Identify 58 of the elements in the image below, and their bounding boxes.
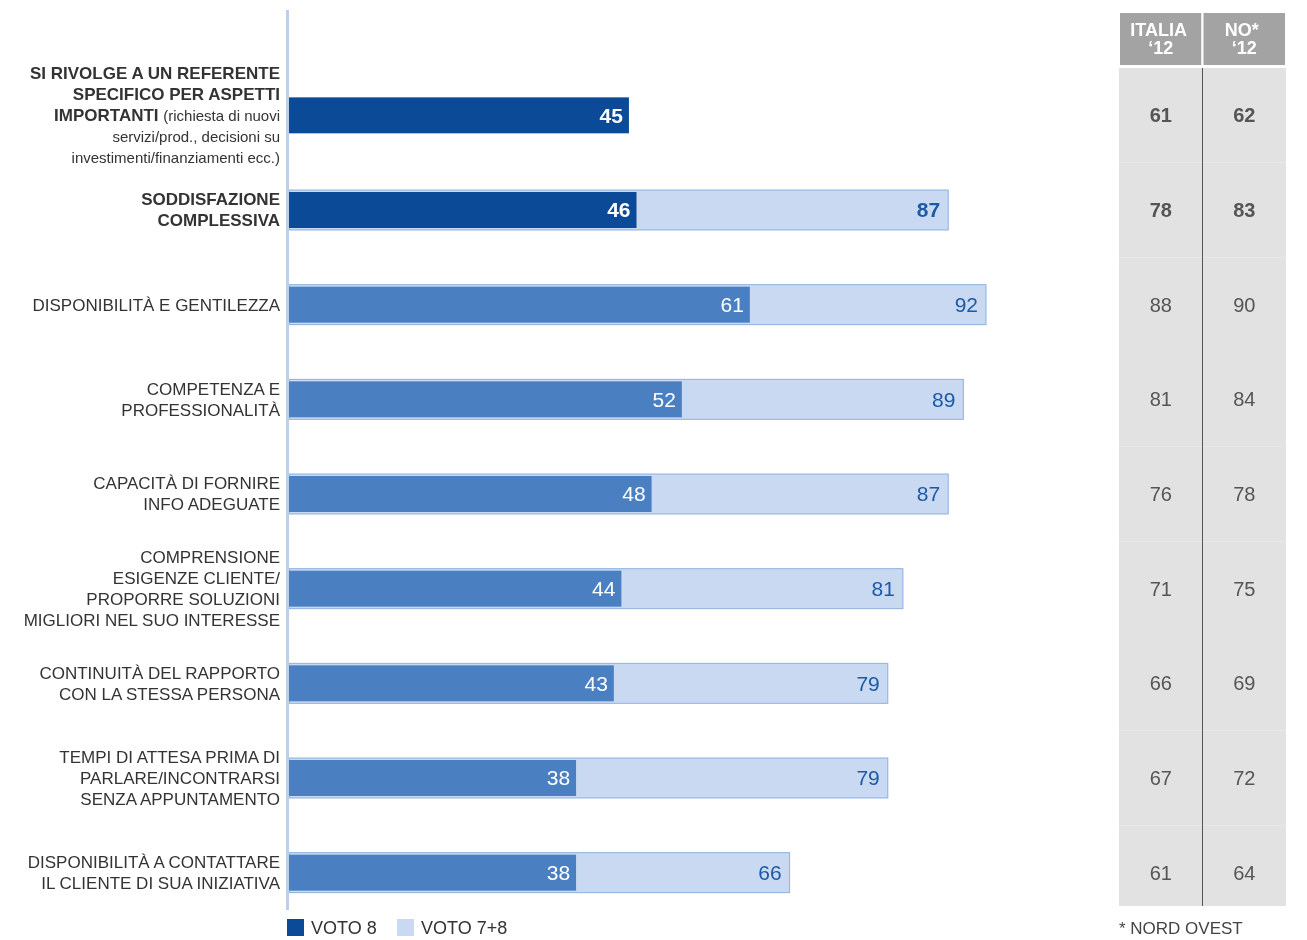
data-label: 83 [1233, 199, 1256, 221]
legend-label: VOTO 7+8 [421, 918, 508, 939]
bar [289, 192, 637, 228]
y-tick-label: SODDISFAZIONE COMPLESSIVA [141, 190, 280, 231]
bar [289, 760, 577, 796]
data-label: 45 [599, 103, 624, 127]
y-tick-label: COMPETENZA E PROFESSIONALITÀ [121, 379, 281, 420]
data-label: 81 [1149, 388, 1172, 411]
bar [289, 476, 652, 512]
bar [289, 97, 629, 134]
y-tick-label: CAPACITÀ DI FORNIRE INFO ADEGUATE [93, 474, 280, 515]
data-label: 46 [607, 198, 631, 222]
data-label: 66 [758, 861, 782, 885]
data-label: 38 [546, 766, 571, 790]
data-label: 81 [871, 577, 895, 601]
y-tick-label: CONTINUITÀ DEL RAPPORTO CON LA STESSA PERSONA [39, 663, 281, 704]
bar [289, 286, 750, 323]
data-label: 38 [546, 861, 571, 885]
data-label: 61 [1149, 104, 1172, 127]
data-label: 78 [1233, 483, 1256, 505]
data-label: 87 [916, 482, 941, 506]
data-label: 43 [584, 671, 608, 695]
text: * NORD OVEST [1119, 918, 1243, 938]
data-label: 64 [1233, 861, 1256, 884]
category-label: ITALIA ‘12 [1130, 20, 1192, 59]
data-label: 71 [1149, 577, 1172, 600]
data-label: 76 [1149, 483, 1172, 505]
legend-label: VOTO 8 [311, 918, 377, 939]
data-label: 79 [856, 766, 880, 790]
data-label: 78 [1149, 199, 1172, 221]
data-label: 92 [954, 293, 978, 317]
bar [289, 665, 614, 702]
data-label: 62 [1233, 104, 1256, 127]
data-label: 88 [1149, 293, 1172, 316]
data-label: 61 [720, 293, 744, 317]
data-label: 84 [1233, 388, 1256, 411]
data-label: 90 [1233, 293, 1256, 316]
data-label: 66 [1149, 672, 1172, 695]
data-label: 44 [592, 577, 616, 601]
data-label: 79 [856, 671, 880, 695]
y-tick-label: DISPONIBILITÀ E GENTILEZZA [32, 295, 281, 315]
y-tick-label: COMPRENSIONE ESIGENZE CLIENTE/ PROPORRE SOLUZIONI MIGLIORI NEL SUO INTERESSE [23, 548, 281, 631]
category-label: NO* ‘12 [1224, 20, 1264, 59]
data-label: 52 [652, 387, 676, 411]
bar [289, 570, 622, 607]
bar [289, 854, 577, 891]
data-label: 61 [1149, 861, 1172, 884]
data-label: 87 [916, 198, 941, 222]
data-label: 69 [1233, 672, 1256, 695]
y-tick-label: SI RIVOLGE A UN REFERENTE SPECIFICO PER ASPETTI IMPORTANTI (richiesta di nuovi servizi/prod., decisioni su investimenti/finanziamenti ecc.) [30, 64, 280, 167]
y-tick-label: DISPONIBILITÀ A CONTATTARE IL CLIENTE DI SUA INIZIATIVA [27, 853, 281, 894]
data-label: 75 [1233, 577, 1256, 600]
data-label: 48 [622, 482, 646, 506]
data-label: 89 [931, 387, 956, 411]
y-tick-label: TEMPI DI ATTESA PRIMA DI PARLARE/INCONTRARSI SENZA APPUNTAMENTO [59, 747, 280, 809]
data-label: 67 [1149, 767, 1172, 789]
data-label: 72 [1233, 767, 1256, 789]
bar [289, 381, 682, 418]
